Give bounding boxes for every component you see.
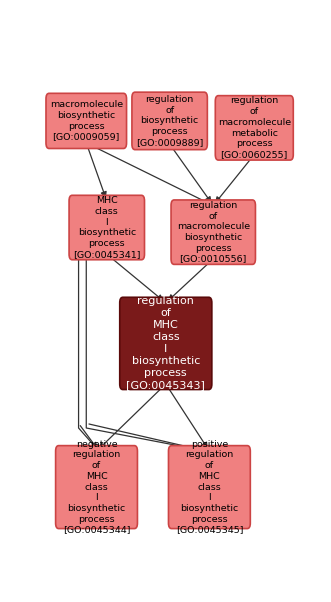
Text: macromolecule
biosynthetic
process
[GO:0009059]: macromolecule biosynthetic process [GO:0… xyxy=(50,101,123,141)
FancyBboxPatch shape xyxy=(132,92,207,150)
FancyBboxPatch shape xyxy=(168,445,250,529)
Text: negative
regulation
of
MHC
class
I
biosynthetic
process
[GO:0045344]: negative regulation of MHC class I biosy… xyxy=(63,439,130,535)
Text: positive
regulation
of
MHC
class
I
biosynthetic
process
[GO:0045345]: positive regulation of MHC class I biosy… xyxy=(176,439,243,535)
FancyBboxPatch shape xyxy=(215,96,293,160)
Text: regulation
of
MHC
class
I
biosynthetic
process
[GO:0045343]: regulation of MHC class I biosynthetic p… xyxy=(126,296,205,391)
FancyBboxPatch shape xyxy=(46,93,126,149)
FancyBboxPatch shape xyxy=(56,445,137,529)
Text: regulation
of
macromolecule
biosynthetic
process
[GO:0010556]: regulation of macromolecule biosynthetic… xyxy=(177,201,250,264)
Text: regulation
of
macromolecule
metabolic
process
[GO:0060255]: regulation of macromolecule metabolic pr… xyxy=(218,96,291,160)
FancyBboxPatch shape xyxy=(171,200,256,264)
Text: regulation
of
biosynthetic
process
[GO:0009889]: regulation of biosynthetic process [GO:0… xyxy=(136,95,203,147)
FancyBboxPatch shape xyxy=(120,297,212,389)
Text: MHC
class
I
biosynthetic
process
[GO:0045341]: MHC class I biosynthetic process [GO:004… xyxy=(73,196,141,259)
FancyBboxPatch shape xyxy=(69,195,145,259)
